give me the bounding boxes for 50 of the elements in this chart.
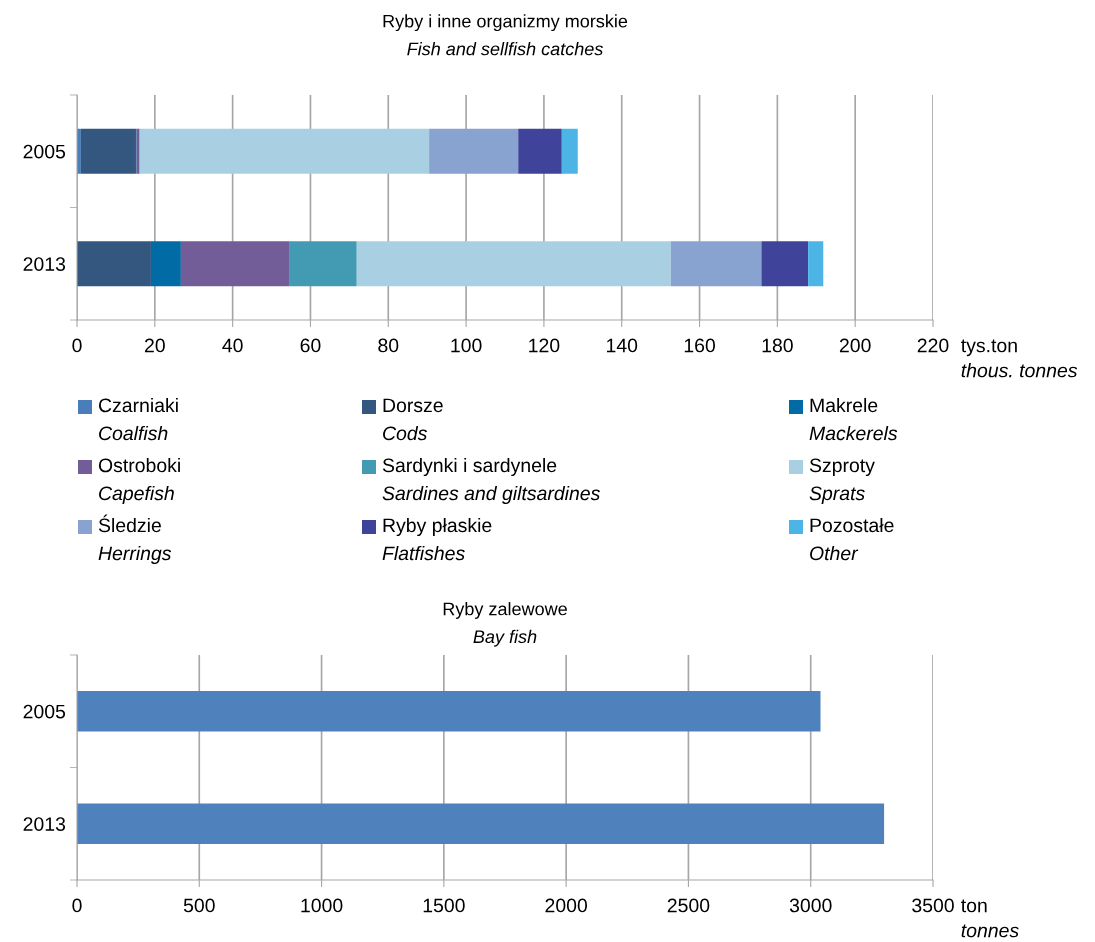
x-tick-label: 0 [72,338,82,353]
x-tick-label: 3500 [912,898,954,913]
x-axis-title: tys.ton thous. tonnes [961,339,1078,378]
x-tick-label: 2500 [667,898,710,913]
x-tick-label: 140 [606,338,638,353]
x-tick-label: 1500 [423,898,465,913]
chart-title: Ryby zalewowe Bay fish [443,602,567,647]
x-tick-label: 220 [917,338,949,353]
y-tick-label: 2013 [23,257,66,271]
bar [289,241,357,287]
x-tick-label: 2000 [545,898,588,913]
x-tick-label: 500 [183,898,215,913]
x-tick-label: 60 [300,338,321,353]
x-tick-label: 160 [684,338,716,353]
x-tick-label: 120 [529,338,560,353]
bar [808,241,824,287]
legend-label: Ostroboki Capefish [98,457,180,505]
legend-label: Dorsze Cods [383,398,443,441]
y-tick-label: 2013 [23,817,66,831]
x-tick-label: 0 [72,898,82,913]
x-tick-label: 40 [222,338,243,353]
bar [356,241,671,287]
x-tick-label: 20 [144,338,165,353]
bar [150,241,181,287]
bar [561,128,578,174]
y-tick-label: 2005 [23,704,66,719]
x-tick-label: 1000 [301,898,343,913]
x-tick-label: 200 [839,338,871,353]
legend-label: Czarniaki Coalfish [98,397,178,441]
x-tick-label: 100 [451,338,482,353]
legend-label: Pozostałe Other [810,517,894,561]
bar [77,241,151,287]
y-tick-label: 2005 [23,144,66,159]
x-tick-label: 180 [762,338,793,353]
bar [80,128,135,174]
bar [180,241,290,287]
legend-label: Ryby płaskie Flatfishes [382,517,492,561]
bar [429,128,519,174]
x-tick-label: 80 [378,338,399,353]
bar [139,128,430,174]
legend-label: Makrele Mackerels [809,397,898,441]
chart-title: Ryby i inne organizmy morskie Fish and sellfish catches [383,14,628,56]
x-axis-title: ton tonnes [961,899,1019,938]
bar [761,241,809,287]
legend-label: Szproty Sprats [809,458,875,505]
bar [518,128,562,174]
legend-label: Śledzie Herrings [98,514,172,565]
x-tick-label: 3000 [789,898,832,913]
bar [670,241,762,287]
legend-label: Sardynki i sardynele Sardines and giltsardines [382,457,600,505]
